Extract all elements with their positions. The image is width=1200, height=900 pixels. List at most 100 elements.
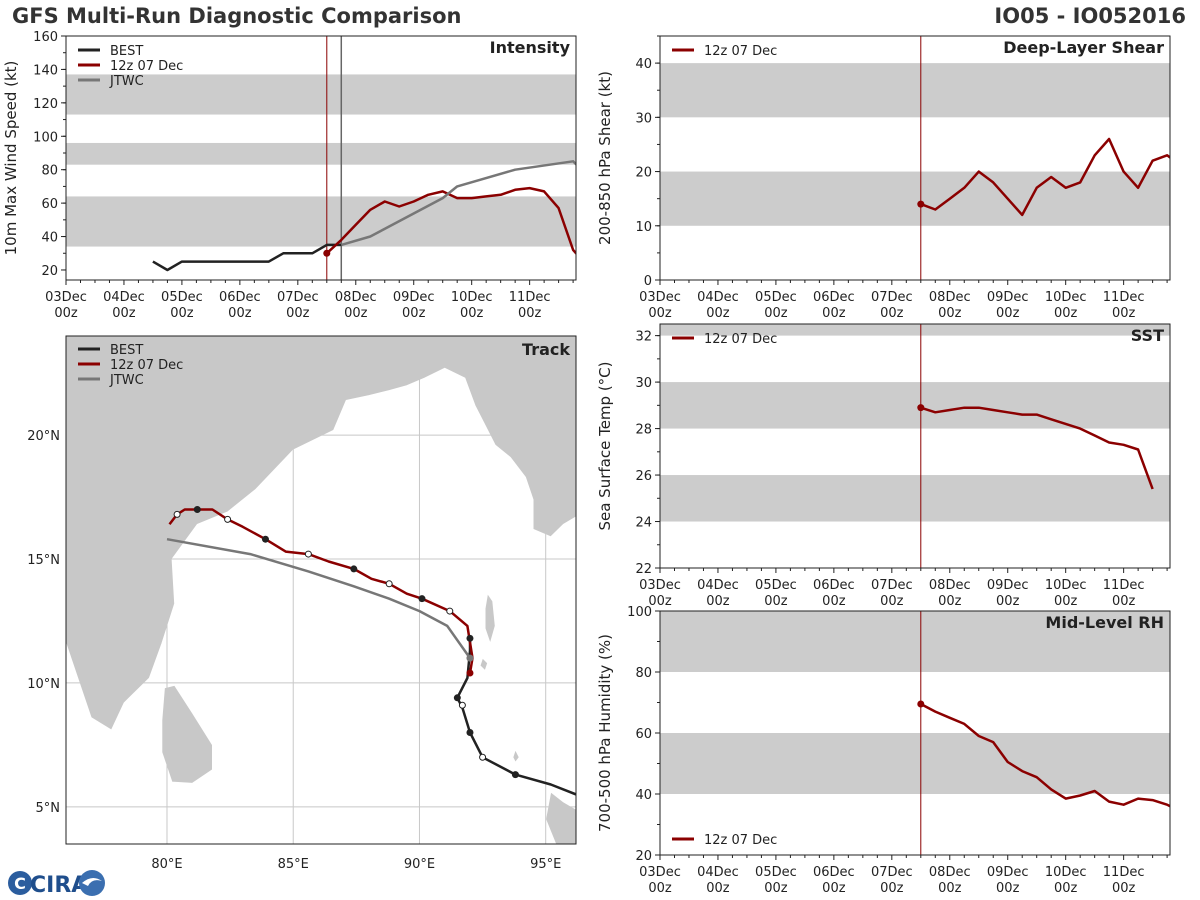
x-tick-label-day: 03Dec [639, 865, 681, 880]
track-line-12z-07-dec [168, 508, 474, 674]
x-tick-label-hour: 00z [1054, 594, 1078, 609]
x-tick-label-hour: 00z [996, 594, 1020, 609]
x-tick-label-hour: 00z [880, 881, 904, 896]
x-tick-label-hour: 00z [996, 881, 1020, 896]
threshold-band [660, 171, 1170, 226]
y-tick-label: 60 [635, 727, 652, 742]
x-tick-label-day: 03Dec [45, 290, 87, 305]
x-tick-label-day: 04Dec [103, 290, 145, 305]
track-position-marker [350, 565, 358, 573]
y-tick-label: 40 [635, 57, 652, 72]
y-tick-label: 20 [635, 849, 652, 864]
legend-label: 12z 07 Dec [110, 59, 183, 74]
threshold-band [66, 74, 576, 115]
panel-title: Track [522, 340, 570, 359]
lon-tick-label: 95°E [530, 857, 561, 872]
x-tick-label-hour: 00z [1112, 306, 1136, 321]
x-tick-label-day: 09Dec [987, 578, 1029, 593]
y-tick-label: 40 [41, 231, 58, 246]
lon-tick-label: 80°E [151, 857, 182, 872]
y-tick-label: 20 [635, 166, 652, 181]
x-tick-label-hour: 00z [1112, 881, 1136, 896]
x-tick-label-day: 03Dec [639, 578, 681, 593]
x-tick-label-day: 04Dec [697, 865, 739, 880]
lon-tick-label: 85°E [278, 857, 309, 872]
track-position-marker [466, 634, 474, 642]
track-position-marker [385, 580, 393, 588]
y-tick-label: 10 [635, 220, 652, 235]
x-tick-label-hour: 00z [286, 306, 310, 321]
x-tick-label-day: 09Dec [987, 865, 1029, 880]
sumatra-land [545, 791, 576, 844]
y-tick-label: 120 [33, 97, 58, 112]
x-tick-label-hour: 00z [706, 594, 730, 609]
init-point [323, 249, 331, 257]
intensity-series [152, 160, 576, 272]
plot-frame [659, 35, 1171, 281]
x-tick-label-hour: 00z [822, 881, 846, 896]
x-tick-label-hour: 00z [648, 881, 672, 896]
y-axis-label: Sea Surface Temp (°C) [596, 361, 614, 530]
sst-chart: 22242628303203Dec00z04Dec00z05Dec00z06De… [596, 323, 1171, 609]
intensity-chart: 2040608010012014016003Dec00z04Dec00z05De… [2, 30, 577, 321]
y-tick-label: 26 [635, 469, 652, 484]
x-tick-label-day: 08Dec [929, 865, 971, 880]
legend-label: 12z 07 Dec [704, 332, 777, 347]
x-tick-label-day: 10Dec [1045, 578, 1087, 593]
track-position-marker [193, 505, 201, 513]
y-tick-label: 24 [635, 516, 652, 531]
threshold-band [660, 733, 1170, 794]
x-tick-label-hour: 00z [764, 881, 788, 896]
plot-frame [659, 323, 1171, 569]
track-position-marker [453, 694, 461, 702]
nicobar-island [512, 748, 520, 763]
x-tick-label-day: 05Dec [755, 578, 797, 593]
sst-series [917, 404, 1154, 490]
init-point [917, 200, 925, 208]
x-tick-label-day: 07Dec [871, 290, 913, 305]
y-tick-label: 80 [41, 164, 58, 179]
x-tick-label-day: 06Dec [813, 578, 855, 593]
x-tick-label-hour: 00z [1054, 306, 1078, 321]
shear-chart: 01020304003Dec00z04Dec00z05Dec00z06Dec00… [596, 35, 1171, 321]
x-tick-label-hour: 00z [880, 306, 904, 321]
x-tick-label-day: 11Dec [509, 290, 551, 305]
y-tick-label: 160 [33, 30, 58, 45]
x-tick-label-hour: 00z [1054, 881, 1078, 896]
panel-title: Intensity [490, 38, 571, 57]
x-tick-label-day: 09Dec [987, 290, 1029, 305]
threshold-band [660, 475, 1170, 522]
track-position-marker [458, 701, 466, 709]
x-tick-label-hour: 00z [880, 594, 904, 609]
page-title: GFS Multi-Run Diagnostic Comparison [12, 4, 462, 28]
y-tick-label: 60 [41, 197, 58, 212]
series-line-12z-07-dec [325, 186, 576, 256]
y-tick-label: 20 [41, 264, 58, 279]
x-tick-label-day: 11Dec [1103, 865, 1145, 880]
cira-logo: C CIRA [8, 870, 105, 898]
x-tick-label-hour: 00z [648, 306, 672, 321]
x-tick-label-hour: 00z [54, 306, 78, 321]
legend-label: 12z 07 Dec [704, 833, 777, 848]
legend-label: 12z 07 Dec [704, 44, 777, 59]
rh-chart: 2040608010003Dec00z04Dec00z05Dec00z06Dec… [596, 605, 1171, 896]
y-tick-label: 40 [635, 788, 652, 803]
legend-label: JTWC [109, 373, 144, 388]
x-tick-label-day: 05Dec [755, 865, 797, 880]
india-land [66, 336, 576, 731]
init-point [917, 700, 925, 708]
track-position-marker [224, 515, 232, 523]
cira-logo-globe-icon [8, 871, 32, 895]
storm-id: IO05 - IO052016 [994, 4, 1186, 28]
y-tick-label: 100 [627, 605, 652, 620]
x-tick-label-hour: 00z [344, 306, 368, 321]
x-tick-label-hour: 00z [938, 881, 962, 896]
x-tick-label-day: 06Dec [219, 290, 261, 305]
svg-text:C: C [14, 874, 26, 893]
x-tick-label-day: 11Dec [1103, 290, 1145, 305]
x-tick-label-hour: 00z [460, 306, 484, 321]
track-map [66, 336, 576, 844]
cira-logo-text: CIRA [30, 873, 88, 898]
andaman-island-north [484, 592, 496, 645]
